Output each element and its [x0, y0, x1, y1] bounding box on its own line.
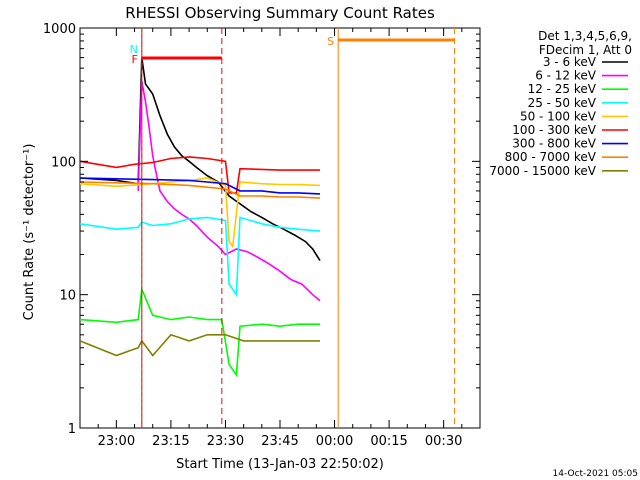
series-line-7	[79, 181, 321, 199]
flag-label-2: S	[327, 35, 334, 48]
legend-label-2: 12 - 25 keV	[528, 82, 597, 96]
y-tick-label: 100	[51, 155, 76, 170]
flag-layer: NF S	[130, 28, 456, 428]
legend-label-5: 100 - 300 keV	[512, 123, 596, 137]
y-tick-label: 1000	[43, 22, 76, 37]
series-line-2	[79, 285, 320, 378]
y-tick-label: 10	[59, 289, 76, 304]
x-tick-label: 23:00	[98, 434, 135, 449]
legend-header: Det 1,3,4,5,6,9,	[538, 29, 632, 43]
x-tick-label: 00:15	[370, 434, 407, 449]
x-tick-label: 00:30	[425, 434, 462, 449]
y-tick-label: 1	[68, 422, 76, 437]
legend-label-1: 6 - 12 keV	[535, 69, 597, 83]
legend: Det 1,3,4,5,6,9,FDecim 1, Att 03 - 6 keV…	[489, 29, 632, 178]
x-tick-label: 23:45	[261, 434, 298, 449]
footer-date: 14-Oct-2021 05:05	[553, 469, 638, 479]
series-line-1	[137, 80, 321, 302]
x-tick-label: 23:15	[152, 434, 189, 449]
x-axis-label: Start Time (13-Jan-03 22:50:02)	[176, 457, 384, 472]
y-axis: 1 10 100 1000	[43, 22, 480, 437]
series-line-8	[79, 333, 320, 357]
series-layer	[79, 57, 321, 378]
legend-label-6: 300 - 800 keV	[512, 137, 596, 151]
x-tick-label: 23:30	[207, 434, 244, 449]
y-axis-label: Count Rate (s⁻¹ detector⁻¹)	[22, 144, 37, 321]
flag-label-1: F	[131, 53, 137, 66]
series-line-6	[79, 177, 321, 195]
series-line-5	[79, 156, 320, 194]
x-tick-label: 00:00	[316, 434, 353, 449]
series-line-0	[79, 57, 321, 262]
legend-label-8: 7000 - 15000 keV	[489, 164, 596, 178]
legend-header: FDecim 1, Att 0	[539, 43, 632, 57]
legend-label-4: 50 - 100 keV	[520, 109, 597, 123]
legend-label-7: 800 - 7000 keV	[505, 150, 597, 164]
chart-title: RHESSI Observing Summary Count Rates	[125, 4, 435, 22]
series-line-3	[79, 216, 321, 298]
legend-label-3: 25 - 50 keV	[528, 96, 597, 110]
x-axis: 23:00 23:15 23:30 23:45 00:00 00:15 00:30	[98, 28, 462, 449]
flag-label-0: N	[130, 43, 138, 56]
legend-label-0: 3 - 6 keV	[543, 55, 597, 69]
